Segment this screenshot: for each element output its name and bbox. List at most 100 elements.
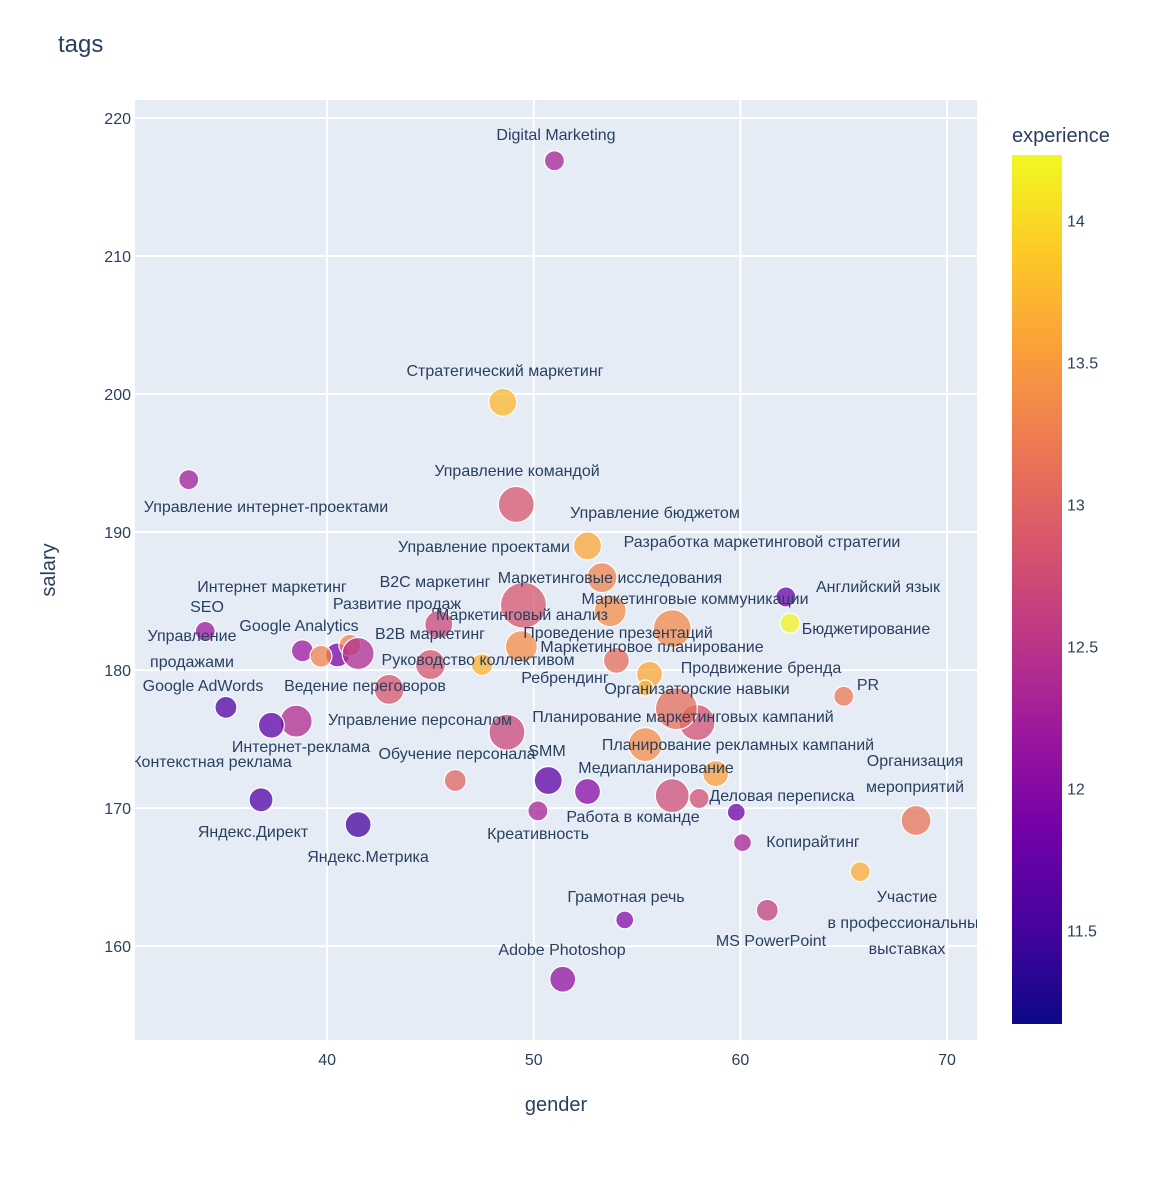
point-label: Digital Marketing <box>496 127 615 144</box>
point-label: PR <box>857 677 879 694</box>
point-label: Организаторские навыки <box>604 681 789 698</box>
point-label: Управление проектами <box>398 539 570 556</box>
data-point[interactable] <box>688 787 710 810</box>
x-tick-label: 40 <box>318 1052 336 1069</box>
data-point[interactable] <box>527 800 549 822</box>
data-point[interactable] <box>652 609 692 649</box>
data-point[interactable] <box>194 620 216 643</box>
data-point[interactable] <box>470 652 494 677</box>
point-label: SMM <box>528 743 565 760</box>
y-tick-label: 160 <box>104 939 131 956</box>
point-label: Бюджетирование <box>802 621 931 638</box>
data-point[interactable] <box>586 562 618 594</box>
point-label: Работа в команде <box>566 809 699 826</box>
data-point[interactable] <box>726 802 746 822</box>
data-point[interactable] <box>488 713 526 751</box>
point-label: Разработка маркетинговой стратегии <box>624 534 901 551</box>
data-point[interactable] <box>779 612 801 634</box>
gridlines <box>135 100 977 1040</box>
point-label: MS PowerPoint <box>716 933 827 950</box>
data-point[interactable] <box>755 898 779 922</box>
point-label: Медиапланирование <box>578 760 734 777</box>
data-points <box>178 150 932 993</box>
data-point[interactable] <box>627 727 663 763</box>
data-point[interactable] <box>279 704 313 738</box>
point-label: Управление персоналом <box>328 712 512 729</box>
data-point[interactable] <box>572 531 603 561</box>
point-label: Ребрендинг <box>521 670 609 687</box>
point-label: SEO <box>190 599 224 616</box>
data-point[interactable] <box>533 765 563 796</box>
point-label: Контекстная реклама <box>132 754 292 771</box>
point-label: Управление интернет-проектами <box>144 499 389 516</box>
point-label: B2C маркетинг <box>380 574 491 591</box>
data-point[interactable] <box>849 861 871 883</box>
point-label: Руководство коллективом <box>382 652 575 669</box>
point-label: Копирайтинг <box>766 834 860 851</box>
data-point[interactable] <box>593 594 627 628</box>
colorbar-ticks: 11.5 12 12.5 13 13.5 14 <box>1067 213 1098 940</box>
data-point[interactable] <box>775 586 797 608</box>
data-point[interactable] <box>549 965 577 993</box>
point-label: Adobe Photoshop <box>498 942 625 959</box>
data-point[interactable] <box>654 687 698 731</box>
point-label: Развитие продаж <box>333 596 462 613</box>
data-point[interactable] <box>900 804 932 837</box>
y-tick-label: 180 <box>104 663 131 680</box>
point-label: Google AdWords <box>143 678 264 695</box>
point-label: Маркетинговый анализ <box>436 607 608 624</box>
colorbar-tick-label: 13.5 <box>1067 355 1098 372</box>
point-label: Стратегический маркетинг <box>407 363 604 380</box>
data-point[interactable] <box>732 833 753 853</box>
point-label: Организация мероприятий <box>866 753 964 796</box>
data-point[interactable] <box>309 644 333 668</box>
data-point[interactable] <box>248 787 274 813</box>
data-point[interactable] <box>504 630 538 664</box>
data-point[interactable] <box>654 778 690 814</box>
point-label: Грамотная речь <box>567 889 684 906</box>
data-point[interactable] <box>414 648 447 681</box>
x-tick-label: 70 <box>938 1052 956 1069</box>
point-label: Продвижение бренда <box>681 660 842 677</box>
colorbar-title: experience <box>1012 125 1110 147</box>
data-point[interactable] <box>443 768 467 793</box>
data-point[interactable] <box>488 387 518 417</box>
point-label: Маркетинговые исследования <box>498 570 722 587</box>
data-point[interactable] <box>341 636 375 671</box>
point-label: Участие в профессиональных выставках <box>827 889 986 958</box>
x-axis-ticks: 40 50 60 70 <box>318 1052 956 1069</box>
data-point[interactable] <box>499 581 548 629</box>
point-label: Проведение презентаций <box>523 625 713 642</box>
data-point[interactable] <box>573 777 602 806</box>
data-point[interactable] <box>702 760 730 788</box>
point-label: Ведение переговоров <box>284 678 446 695</box>
y-tick-label: 190 <box>104 525 131 542</box>
data-point[interactable] <box>214 695 238 719</box>
data-point[interactable] <box>615 910 635 930</box>
data-point[interactable] <box>424 609 454 640</box>
point-label: Управление продажами <box>148 628 237 671</box>
point-label: Яндекс.Метрика <box>307 849 429 866</box>
point-label: B2B маркетинг <box>375 626 485 643</box>
data-point[interactable] <box>178 468 200 491</box>
x-axis-title: gender <box>525 1094 588 1116</box>
data-point[interactable] <box>497 485 535 524</box>
y-axis-title: salary <box>38 543 60 596</box>
x-tick-label: 50 <box>525 1052 543 1069</box>
colorbar-tick-label: 11.5 <box>1067 923 1097 940</box>
point-label: Планирование рекламных кампаний <box>602 737 874 754</box>
point-label: Интернет маркетинг <box>197 579 347 596</box>
y-tick-label: 200 <box>104 387 131 404</box>
data-point[interactable] <box>257 711 285 739</box>
data-point[interactable] <box>373 673 405 705</box>
data-point[interactable] <box>636 679 654 697</box>
point-label: Яндекс.Директ <box>198 824 309 841</box>
colorbar <box>1012 155 1062 1024</box>
point-label: Маркетинговые коммуникации <box>582 591 809 608</box>
y-axis-ticks: 160 170 180 190 200 210 220 <box>104 111 131 956</box>
point-label: Креативность <box>487 826 589 843</box>
data-point[interactable] <box>833 685 855 707</box>
data-point[interactable] <box>602 646 630 674</box>
data-point[interactable] <box>543 150 566 172</box>
data-point[interactable] <box>344 811 372 839</box>
